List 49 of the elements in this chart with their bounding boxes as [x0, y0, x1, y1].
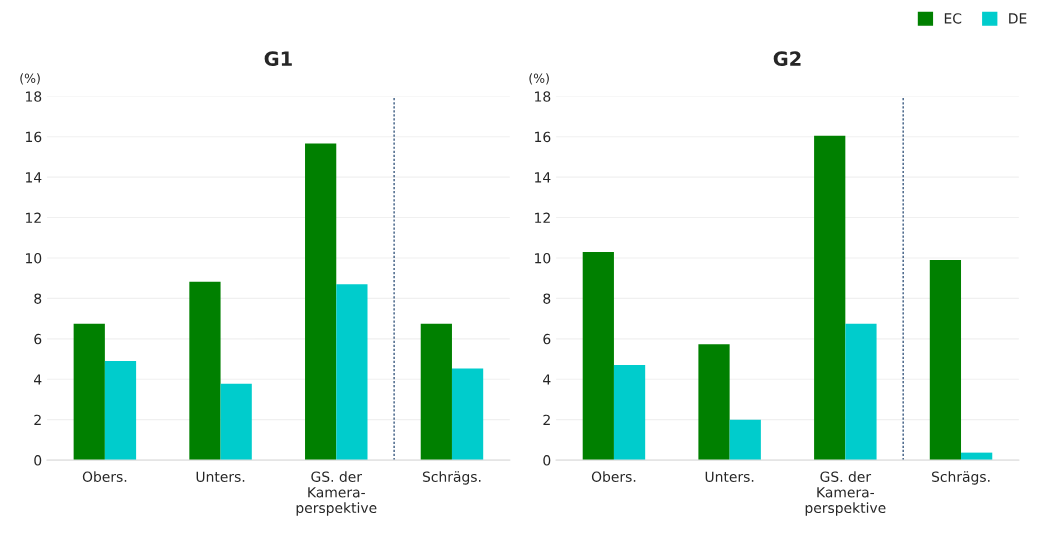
bar — [582, 251, 614, 461]
bar — [814, 135, 846, 461]
y-tick-label: 14 — [535, 172, 551, 183]
y-tick-label: 4 — [34, 374, 42, 385]
legend-label: DE — [1009, 13, 1027, 24]
y-axis-title: (%) — [529, 73, 549, 85]
y-tick-label: 18 — [26, 91, 42, 102]
y-tick-label: 8 — [34, 293, 42, 304]
y-tick-label: 18 — [535, 91, 551, 102]
bar — [420, 323, 452, 461]
bar — [73, 323, 105, 461]
y-axis-title: (%) — [20, 73, 40, 85]
bar — [729, 419, 761, 461]
chart-title: G2 — [773, 51, 801, 67]
y-tick-label: 6 — [543, 333, 551, 345]
y-tick-label: 16 — [535, 131, 551, 143]
bar — [336, 284, 368, 461]
y-tick-label: 10 — [535, 252, 551, 264]
y-tick-label: 2 — [543, 414, 550, 425]
y-tick-label: 12 — [26, 212, 41, 223]
x-tick-label: Schrägs. — [422, 471, 481, 485]
y-tick-label: 2 — [34, 414, 41, 425]
bar — [845, 323, 877, 461]
y-tick-label: 14 — [26, 172, 42, 183]
y-tick-label: 8 — [543, 293, 551, 304]
x-tick-label: GS. der Kamera- perspektive — [805, 471, 886, 516]
y-tick-label: 0 — [34, 455, 42, 466]
x-tick-label: Obers. — [591, 471, 636, 482]
x-tick-label: Unters. — [705, 471, 754, 482]
chart-title: G1 — [264, 51, 292, 67]
bar — [613, 365, 646, 461]
bar — [104, 361, 137, 461]
bar — [451, 368, 484, 461]
x-tick-label: Schrägs. — [931, 471, 990, 485]
x-tick-label: Unters. — [196, 471, 245, 482]
x-tick-label: GS. der Kamera- perspektive — [296, 471, 377, 516]
y-tick-label: 0 — [543, 455, 551, 466]
bar — [305, 143, 337, 461]
x-tick-label: Obers. — [82, 471, 127, 482]
y-tick-label: 6 — [34, 333, 42, 345]
y-tick-label: 12 — [535, 212, 550, 223]
legend-label: EC — [944, 13, 962, 24]
bar — [929, 260, 962, 461]
bar — [220, 383, 252, 461]
y-tick-label: 4 — [543, 374, 551, 385]
bar — [189, 281, 221, 461]
bar — [698, 344, 730, 461]
y-tick-label: 10 — [26, 252, 42, 264]
y-tick-label: 16 — [26, 131, 42, 143]
